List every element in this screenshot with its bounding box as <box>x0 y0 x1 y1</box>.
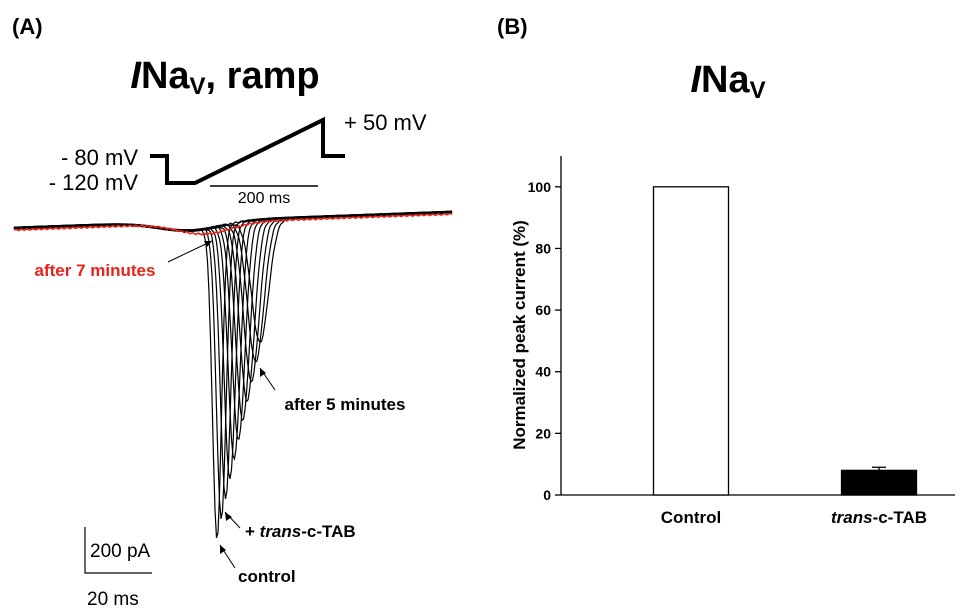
current-trace <box>13 210 453 344</box>
panel-a-title-main: Na <box>141 55 190 97</box>
panel-a-title-rest: , ramp <box>206 55 320 97</box>
black-traces <box>13 210 453 538</box>
voltage-protocol-line <box>150 116 345 185</box>
y-tick-label: 60 <box>535 302 551 318</box>
protocol-holding-label: - 80 mV <box>61 145 138 170</box>
x-category-label: Control <box>661 508 721 527</box>
scale-bar <box>84 527 152 574</box>
scale-bar-current-label: 200 pA <box>90 541 151 562</box>
x-category-label: trans-c-TAB <box>831 508 927 527</box>
control-arrowhead <box>220 545 226 554</box>
y-axis-title: Normalized peak current (%) <box>510 220 529 450</box>
y-tick-label: 80 <box>535 240 551 256</box>
bar-control <box>652 186 730 496</box>
panel-b-title-sub: V <box>750 77 766 104</box>
trans-c-tab-label: + trans-c-TAB <box>245 522 356 541</box>
red-trace-group <box>13 212 453 236</box>
after-5-minutes-label: after 5 minutes <box>285 395 406 414</box>
y-tick-label: 20 <box>535 425 551 441</box>
protocol-end-label: + 50 mV <box>344 110 427 135</box>
bar-chart-bars <box>652 186 918 496</box>
scale-bar-time-label: 20 ms <box>87 589 139 610</box>
bar-chart-axes: 0 20 40 60 80 100 Control trans-c-TAB <box>528 156 955 527</box>
panel-a-title-sub: V <box>190 73 206 100</box>
panel-a-title-italic: I <box>130 55 142 97</box>
panel-a: (A) INaV, ramp - 80 mV - 120 mV + 50 mV … <box>12 14 453 610</box>
panel-a-title: INaV, ramp <box>130 55 319 100</box>
panel-a-label: (A) <box>12 14 43 39</box>
after-5-arrowhead <box>260 368 266 377</box>
trans-c-tab-suffix: -c-TAB <box>301 522 355 541</box>
after-7-arrow-line <box>167 240 213 263</box>
panel-b-title-main: Na <box>701 59 750 101</box>
bar-trans-c-tab <box>840 469 918 496</box>
y-tick-label: 100 <box>528 179 552 195</box>
after-7-minutes-trace <box>13 212 453 236</box>
control-trace-label: control <box>238 567 296 586</box>
protocol-start-label: - 120 mV <box>49 170 139 195</box>
trans-c-tab-prefix: + <box>245 522 260 541</box>
y-tick-label: 40 <box>535 364 551 380</box>
panel-b-title-italic: I <box>690 59 702 101</box>
after-7-arrowhead <box>204 241 212 247</box>
after-7-minutes-label: after 7 minutes <box>35 261 156 280</box>
panel-b-label: (B) <box>497 14 528 39</box>
trans-arrowhead <box>225 512 232 521</box>
y-tick-label: 0 <box>543 487 551 503</box>
trans-c-tab-italic: trans <box>260 522 302 541</box>
panel-b-title: INaV <box>690 59 765 104</box>
protocol-duration-label: 200 ms <box>238 190 290 207</box>
